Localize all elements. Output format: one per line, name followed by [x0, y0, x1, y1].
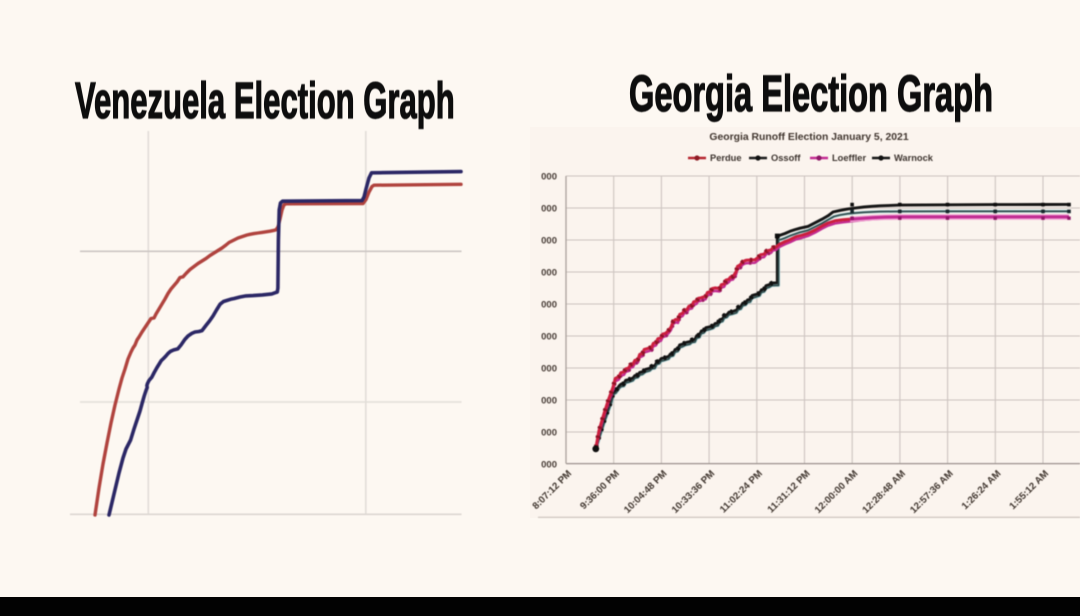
svg-text:000: 000 [541, 395, 557, 406]
svg-text:Loeffler: Loeffler [832, 153, 866, 163]
svg-text:1:26:24 AM: 1:26:24 AM [960, 468, 1004, 512]
svg-text:9:36:00 PM: 9:36:00 PM [578, 468, 622, 512]
svg-text:000: 000 [541, 363, 557, 374]
svg-text:10:04:48 PM: 10:04:48 PM [622, 468, 669, 515]
svg-text:Ossoff: Ossoff [771, 153, 801, 163]
svg-text:1:55:12 AM: 1:55:12 AM [1007, 468, 1051, 512]
svg-text:Perdue: Perdue [710, 153, 742, 163]
svg-text:000: 000 [541, 331, 557, 342]
svg-text:11:02:24 PM: 11:02:24 PM [718, 468, 765, 515]
svg-text:12:28:48 AM: 12:28:48 AM [861, 468, 909, 516]
svg-text:000: 000 [541, 459, 557, 470]
svg-text:11:31:12 PM: 11:31:12 PM [766, 468, 813, 515]
svg-text:000: 000 [541, 267, 557, 278]
svg-text:8:07:12 PM: 8:07:12 PM [531, 468, 575, 512]
svg-text:12:00:00 AM: 12:00:00 AM [813, 468, 861, 516]
svg-text:000: 000 [541, 427, 557, 438]
svg-text:000: 000 [541, 299, 557, 310]
svg-text:Georgia Runoff Election Januar: Georgia Runoff Election January 5, 2021 [709, 132, 908, 143]
svg-text:Warnock: Warnock [894, 153, 934, 163]
svg-text:000: 000 [541, 171, 557, 182]
svg-text:000: 000 [541, 203, 557, 214]
svg-text:000: 000 [541, 235, 557, 246]
svg-text:10:33:36 PM: 10:33:36 PM [670, 468, 717, 515]
svg-text:12:57:36 AM: 12:57:36 AM [908, 468, 956, 516]
